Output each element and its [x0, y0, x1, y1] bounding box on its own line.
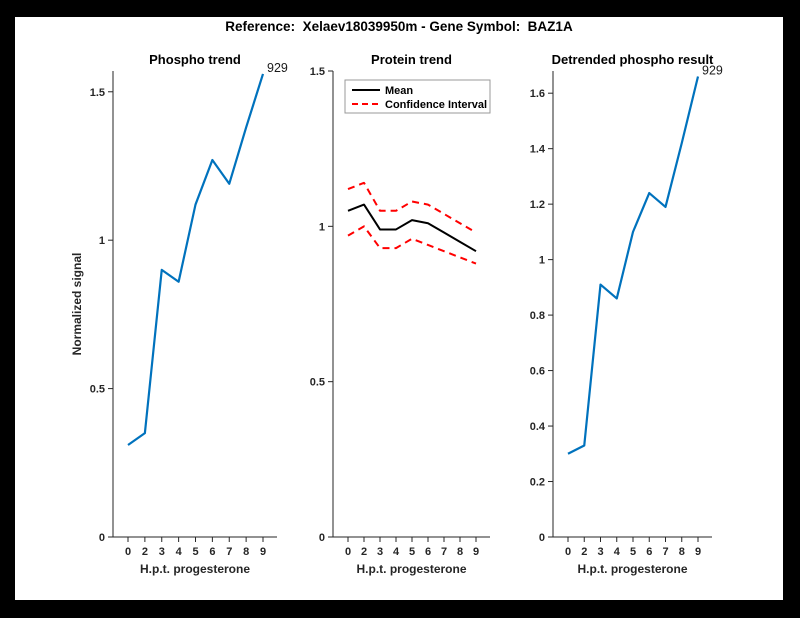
panel-phospho-trend: 0 2 3 4 5 6 7 8 9 0 0.5 1 1.5 Phospho trend H.p.t. pro… [68, 51, 312, 591]
x-tick-label: 3 [597, 546, 603, 558]
x-tick-label: 8 [457, 546, 463, 558]
y-tick-label: 0.4 [530, 421, 546, 433]
y-tick-label: 0.6 [530, 366, 545, 378]
x-tick-label: 0 [565, 546, 571, 558]
x-tick-label: 3 [159, 546, 165, 558]
x-tick-label: 7 [662, 546, 668, 558]
legend-label: Mean [385, 85, 413, 97]
x-tick-label: 2 [581, 546, 587, 558]
y-tick-label: 0.2 [530, 477, 545, 489]
y-tick-label: 1.2 [530, 199, 545, 211]
series-phospho-signal [127, 73, 265, 446]
data-point-annotation: 929 [267, 61, 288, 75]
x-tick-label: 6 [425, 546, 431, 558]
y-tick-label: 1.4 [530, 144, 546, 156]
subplot-title: Detrended phospho result [552, 52, 714, 67]
x-tick-label: 4 [176, 546, 183, 558]
series-mean [347, 203, 477, 253]
y-tick-label: 0.5 [310, 377, 325, 389]
y-tick-label: 0 [99, 532, 105, 544]
y-axis-label: Normalized signal [70, 253, 84, 356]
x-tick-label: 0 [125, 546, 131, 558]
panel-detrended-phospho: 0 2 3 4 5 6 7 8 9 0 0.2 0.4 0.6 0.8 1 1.2 1.4 1.6 Detrende… [508, 51, 747, 591]
series-confidence-lower [347, 225, 477, 265]
x-tick-label: 2 [361, 546, 367, 558]
subplot-title: Protein trend [371, 52, 452, 67]
y-tick-label: 0.8 [530, 310, 545, 322]
x-tick-label: 6 [646, 546, 652, 558]
y-tick-label: 1.5 [310, 66, 325, 78]
x-tick-label: 0 [345, 546, 351, 558]
legend-box [344, 79, 491, 114]
x-tick-label: 8 [243, 546, 249, 558]
x-axis-label: H.p.t. progesterone [140, 562, 250, 576]
x-tick-label: 5 [409, 546, 415, 558]
figure-title: Reference: Xelaev18039950m - Gene Symbol… [225, 19, 573, 34]
data-point-annotation: 929 [702, 64, 723, 78]
figure-canvas: Reference: Xelaev18039950m - Gene Symbol… [15, 17, 783, 600]
detrended-phospho-chart: 0 2 3 4 5 6 7 8 900.20.40.60.811.21.41.6Detrende… [530, 52, 723, 576]
x-tick-label: 7 [441, 546, 447, 558]
y-tick-label: 1.5 [90, 87, 105, 99]
y-tick-label: 0.5 [90, 384, 105, 396]
y-tick-label: 0 [539, 532, 545, 544]
series-confidence-upper [347, 181, 477, 234]
y-tick-label: 1 [539, 255, 545, 267]
x-axis-label: H.p.t. progesterone [356, 562, 466, 576]
y-tick-label: 0 [319, 532, 325, 544]
legend-label: Confidence Interval [385, 99, 487, 111]
y-tick-label: 1.6 [530, 88, 545, 100]
x-tick-label: 4 [614, 546, 621, 558]
x-tick-label: 8 [679, 546, 685, 558]
panel-protein-trend: 0 2 3 4 5 6 7 8 9 0 0.5 1 1.5 Protein trend H.p.t. pro… [288, 51, 525, 591]
x-tick-label: 2 [142, 546, 148, 558]
x-tick-label: 6 [209, 546, 215, 558]
x-tick-label: 3 [377, 546, 383, 558]
x-tick-label: 9 [695, 546, 701, 558]
x-tick-label: 5 [630, 546, 636, 558]
x-axis-label: H.p.t. progesterone [577, 562, 687, 576]
x-tick-label: 9 [473, 546, 479, 558]
subplot-title: Phospho trend [149, 52, 241, 67]
x-tick-label: 9 [260, 546, 266, 558]
x-tick-label: 5 [192, 546, 198, 558]
y-tick-label: 1 [319, 221, 325, 233]
x-tick-label: 4 [393, 546, 400, 558]
x-tick-label: 7 [226, 546, 232, 558]
series-detrended-phospho [567, 76, 700, 455]
y-tick-label: 1 [99, 235, 105, 247]
